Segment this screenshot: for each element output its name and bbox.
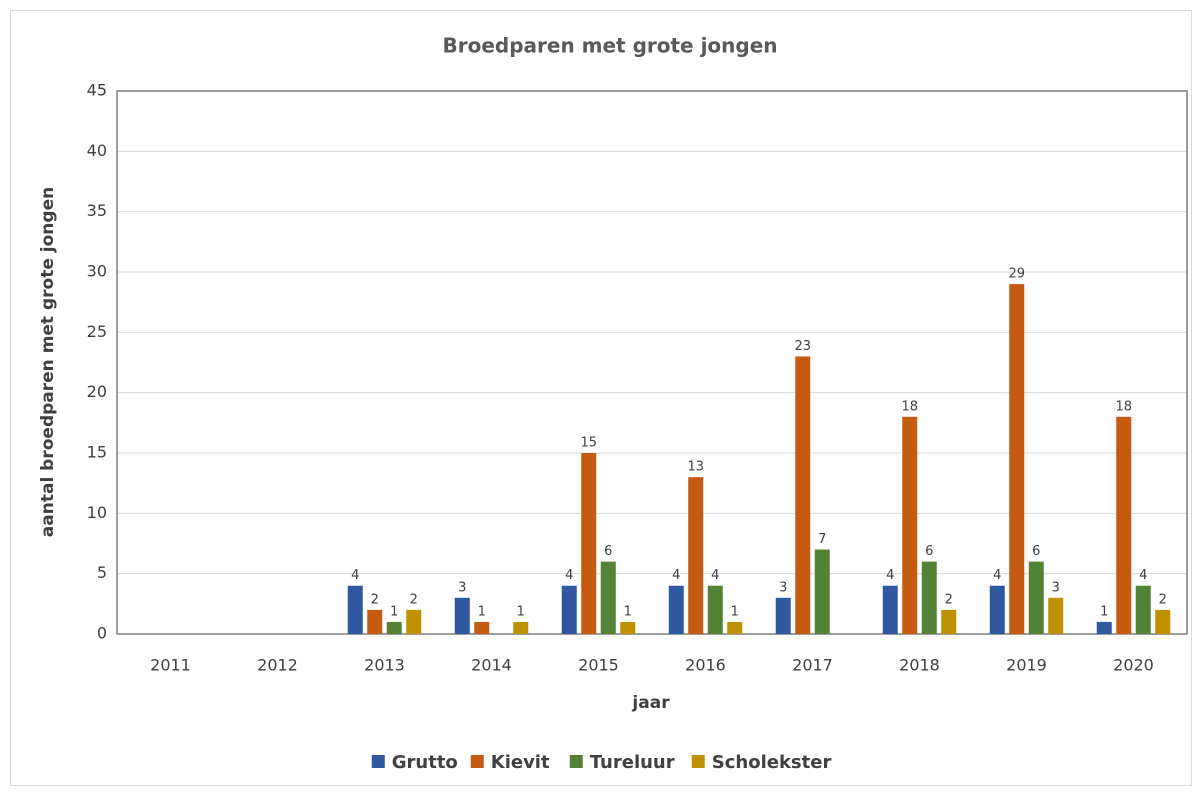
- bar: [561, 585, 577, 634]
- legend-label: Kievit: [491, 752, 550, 773]
- x-tick-label: 2018: [899, 656, 940, 675]
- data-label: 4: [565, 568, 573, 583]
- bar: [814, 549, 830, 634]
- bar: [454, 597, 470, 634]
- chart-border: [10, 10, 1192, 786]
- data-label: 4: [1139, 568, 1147, 583]
- y-tick-label: 45: [87, 81, 107, 100]
- bar: [941, 609, 957, 634]
- data-label: 1: [478, 604, 486, 619]
- data-label: 6: [925, 544, 933, 559]
- data-label: 15: [580, 436, 597, 451]
- x-tick-label: 2011: [150, 656, 191, 675]
- data-label: 4: [711, 568, 719, 583]
- bar: [688, 477, 704, 634]
- data-label: 13: [687, 460, 704, 475]
- data-label: 2: [371, 592, 379, 607]
- bar: [474, 621, 490, 634]
- data-label: 2: [1159, 592, 1167, 607]
- legend-swatch: [691, 755, 705, 768]
- data-label: 4: [993, 568, 1001, 583]
- data-label: 3: [779, 580, 787, 595]
- y-tick-label: 15: [87, 443, 107, 462]
- legend-swatch: [371, 755, 385, 768]
- data-label: 1: [390, 604, 398, 619]
- bar: [1135, 585, 1151, 634]
- data-label: 6: [604, 544, 612, 559]
- y-tick-label: 20: [87, 382, 107, 401]
- bar: [707, 585, 723, 634]
- bar: [1048, 597, 1064, 634]
- bar: [386, 621, 402, 634]
- bar: [989, 585, 1005, 634]
- y-tick-label: 25: [87, 322, 107, 341]
- bar: [727, 621, 743, 634]
- bar: [367, 609, 383, 634]
- data-label: 3: [458, 580, 466, 595]
- bar: [600, 561, 616, 634]
- y-tick-label: 0: [97, 624, 107, 643]
- data-label: 1: [731, 604, 739, 619]
- bar: [668, 585, 684, 634]
- bar: [1096, 621, 1112, 634]
- x-tick-label: 2019: [1006, 656, 1047, 675]
- data-label: 18: [901, 399, 918, 414]
- data-label: 2: [945, 592, 953, 607]
- y-tick-label: 35: [87, 201, 107, 220]
- bar: [1116, 416, 1132, 634]
- bar: [1009, 284, 1025, 634]
- data-label: 29: [1008, 267, 1025, 282]
- y-axis-label: aantal broedparen met grote jongen: [38, 187, 58, 537]
- y-tick-label: 10: [87, 503, 107, 522]
- data-label: 1: [624, 604, 632, 619]
- chart-title: Broedparen met grote jongen: [442, 34, 777, 58]
- bar: [406, 609, 422, 634]
- x-tick-label: 2015: [578, 656, 619, 675]
- bar: [620, 621, 636, 634]
- data-label: 18: [1115, 399, 1132, 414]
- bar: [921, 561, 937, 634]
- plot-border: [116, 90, 1188, 635]
- data-label: 7: [818, 532, 826, 547]
- legend-swatch: [470, 755, 484, 768]
- data-label: 4: [886, 568, 894, 583]
- y-tick-label: 30: [87, 262, 107, 281]
- legend-label: Scholekster: [712, 752, 832, 773]
- data-label: 4: [672, 568, 680, 583]
- bar: [513, 621, 529, 634]
- data-label: 6: [1032, 544, 1040, 559]
- bar: [882, 585, 898, 634]
- data-label: 1: [1100, 604, 1108, 619]
- bar: [347, 585, 363, 634]
- x-axis-label: jaar: [631, 693, 670, 713]
- data-label: 2: [410, 592, 418, 607]
- bar: [902, 416, 918, 634]
- x-tick-label: 2016: [685, 656, 726, 675]
- bar: [795, 356, 811, 634]
- x-tick-label: 2012: [257, 656, 298, 675]
- legend-label: Grutto: [392, 752, 458, 773]
- data-label: 3: [1052, 580, 1060, 595]
- y-tick-label: 5: [97, 563, 107, 582]
- bar: [1155, 609, 1171, 634]
- data-label: 4: [351, 568, 359, 583]
- x-tick-label: 2014: [471, 656, 512, 675]
- bar: [581, 453, 597, 634]
- legend-label: Tureluur: [590, 752, 675, 773]
- x-tick-label: 2013: [364, 656, 405, 675]
- bar: [1028, 561, 1044, 634]
- y-tick-label: 40: [87, 141, 107, 160]
- bar: [775, 597, 791, 634]
- x-tick-label: 2017: [792, 656, 833, 675]
- x-tick-label: 2020: [1113, 656, 1154, 675]
- legend-swatch: [569, 755, 583, 768]
- data-label: 23: [794, 339, 811, 354]
- data-label: 1: [517, 604, 525, 619]
